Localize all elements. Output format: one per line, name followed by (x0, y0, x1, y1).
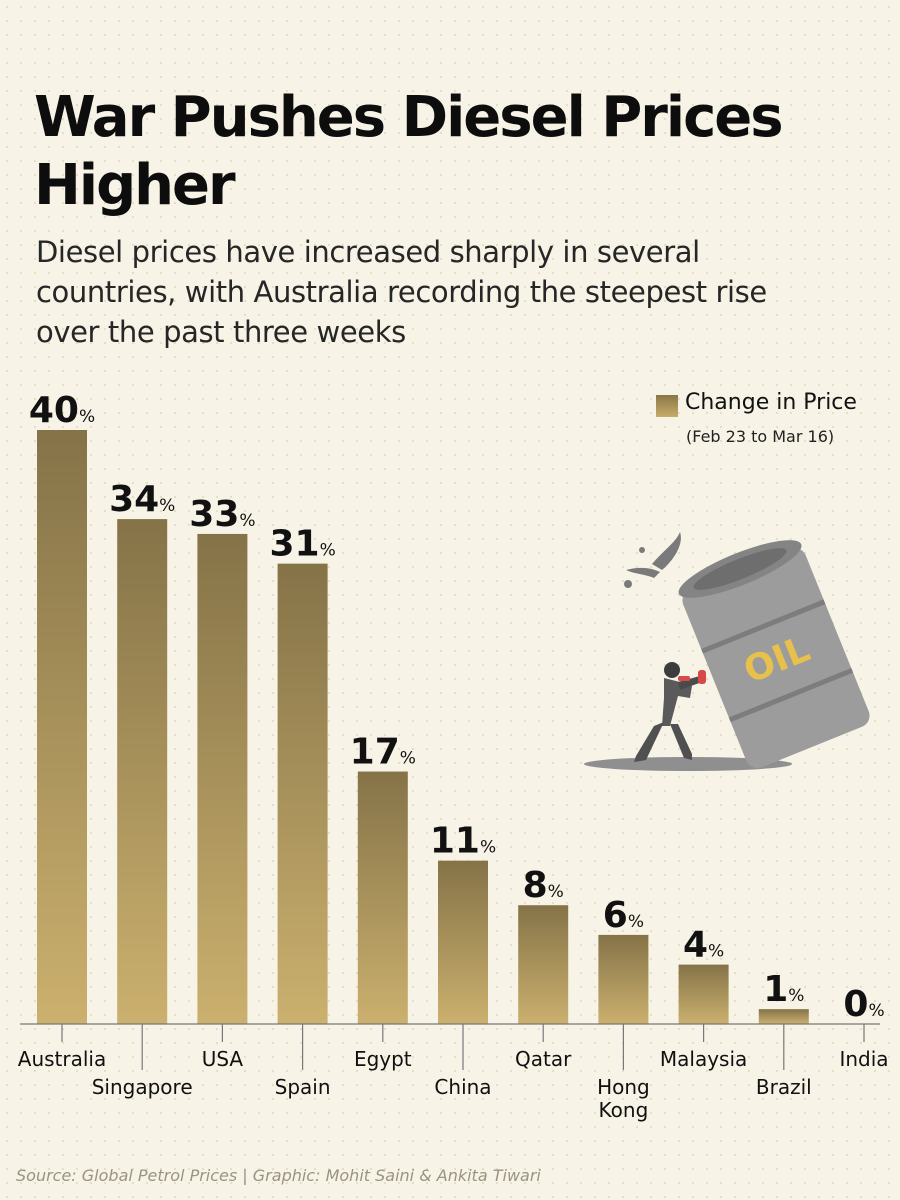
x-tick-label: Australia (18, 1047, 106, 1071)
x-tick-label: Brazil (756, 1075, 812, 1099)
x-tick-label: Egypt (354, 1047, 412, 1071)
bar-australia (37, 430, 87, 1024)
data-label: 0% (843, 984, 884, 1025)
source-credit: Source: Global Petrol Prices | Graphic: … (16, 1166, 541, 1185)
bar-qatar (518, 905, 569, 1024)
data-label: 31% (269, 524, 335, 565)
data-label: 6% (603, 895, 644, 936)
oil-drop (624, 580, 632, 588)
bar-singapore (117, 519, 168, 1024)
bar-brazil (758, 1009, 809, 1024)
x-tick-label: Qatar (515, 1047, 572, 1071)
x-tick-label: India (839, 1047, 888, 1071)
x-tick-label: Malaysia (660, 1047, 747, 1071)
oil-barrel-illustration: OIL (584, 532, 870, 771)
oil-barrel: OIL (678, 540, 870, 769)
man-pushing-icon (634, 662, 706, 762)
x-tick-label: Singapore (92, 1075, 193, 1099)
chart-title: War Pushes Diesel Prices Higher (34, 85, 784, 218)
data-label: 34% (109, 479, 175, 520)
chart-subtitle: Diesel prices have increased sharply in … (36, 235, 767, 349)
data-label: 11% (430, 821, 496, 862)
oil-drop (639, 547, 645, 553)
x-tick-label: Hong Kong (597, 1075, 650, 1122)
data-label: 4% (683, 925, 724, 966)
data-label: 1% (763, 969, 804, 1010)
legend-label: Change in Price (685, 390, 857, 415)
bar-egypt (357, 771, 408, 1024)
bar-china (438, 860, 488, 1024)
x-tick-label: China (434, 1075, 491, 1099)
oil-splash (626, 532, 681, 578)
bar-malaysia (678, 964, 729, 1024)
legend-swatch (656, 395, 678, 417)
legend-date-range: (Feb 23 to Mar 16) (686, 427, 835, 446)
data-label: 40% (29, 390, 95, 431)
data-label: 8% (523, 865, 564, 906)
data-label: 33% (189, 494, 255, 535)
data-label: 17% (350, 732, 416, 773)
bar-spain (277, 563, 328, 1024)
bar-usa (197, 533, 248, 1024)
bar-hong-kong (598, 934, 649, 1024)
x-tick-label: USA (202, 1047, 244, 1071)
x-tick-label: Spain (275, 1075, 331, 1099)
